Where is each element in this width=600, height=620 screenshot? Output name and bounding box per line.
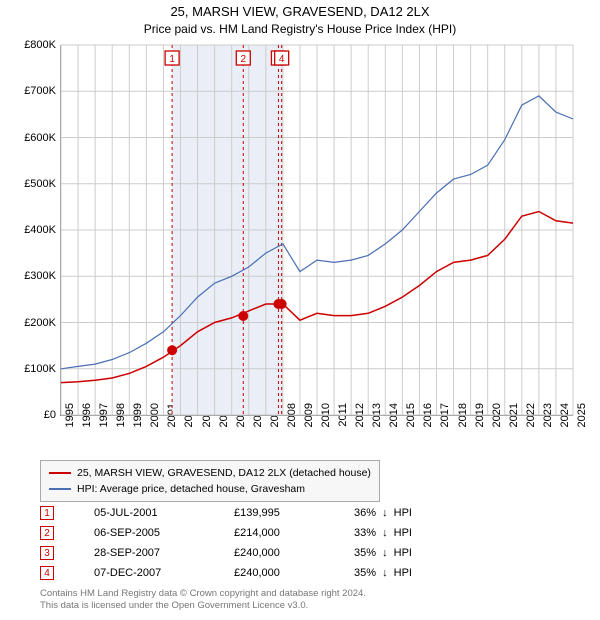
sale-hpi-delta: 35% ↓ HPI [354,547,494,559]
sale-date: 07-DEC-2007 [94,567,234,579]
sale-row: 3 28-SEP-2007£240,00035% ↓ HPI [40,543,560,563]
sale-marker-number: 1 [40,506,54,520]
y-tick-label: £200K [8,317,56,329]
sale-price: £139,995 [234,507,354,519]
legend-item-property: 25, MARSH VIEW, GRAVESEND, DA12 2LX (det… [49,465,371,481]
footer-attribution: Contains HM Land Registry data © Crown c… [40,588,570,612]
x-tick-label: 2025 [576,403,588,453]
arrow-down-icon: ↓ [382,547,388,559]
sale-marker-number: 2 [40,526,54,540]
arrow-down-icon: ↓ [382,527,388,539]
y-tick-label: £500K [8,178,56,190]
sale-date: 05-JUL-2001 [94,507,234,519]
footer-line1: Contains HM Land Registry data © Crown c… [40,588,366,599]
legend: 25, MARSH VIEW, GRAVESEND, DA12 2LX (det… [40,460,380,502]
sale-date: 06-SEP-2005 [94,527,234,539]
sale-hpi-delta: 33% ↓ HPI [354,527,494,539]
legend-label-property: 25, MARSH VIEW, GRAVESEND, DA12 2LX (det… [77,467,371,479]
footer-line2: This data is licensed under the Open Gov… [40,600,308,611]
sale-marker-number: 3 [40,546,54,560]
svg-text:2: 2 [240,54,246,65]
sale-row: 2 06-SEP-2005£214,00033% ↓ HPI [40,523,560,543]
sale-price: £214,000 [234,527,354,539]
legend-item-hpi: HPI: Average price, detached house, Grav… [49,481,371,497]
legend-swatch-hpi [49,488,71,490]
plot-svg: 1234 [61,45,573,415]
sale-price: £240,000 [234,567,354,579]
sales-table: 1 05-JUL-2001£139,99536% ↓ HPI 2 06-SEP-200… [40,503,560,583]
legend-swatch-property [49,472,71,474]
svg-text:4: 4 [279,54,285,65]
sale-price: £240,000 [234,547,354,559]
arrow-down-icon: ↓ [382,507,388,519]
sale-hpi-delta: 36% ↓ HPI [354,507,494,519]
chart-subtitle: Price paid vs. HM Land Registry's House … [0,22,600,36]
sale-date: 28-SEP-2007 [94,547,234,559]
y-tick-label: £400K [8,224,56,236]
y-tick-label: £600K [8,132,56,144]
sale-row: 4 07-DEC-2007£240,00035% ↓ HPI [40,563,560,583]
sale-hpi-delta: 35% ↓ HPI [354,567,494,579]
y-tick-label: £800K [8,39,56,51]
y-tick-label: £300K [8,270,56,282]
svg-text:1: 1 [169,54,175,65]
sale-row: 1 05-JUL-2001£139,99536% ↓ HPI [40,503,560,523]
arrow-down-icon: ↓ [382,567,388,579]
y-tick-label: £100K [8,363,56,375]
y-tick-label: £700K [8,85,56,97]
plot-area: 1234 [60,45,573,416]
chart-container: 25, MARSH VIEW, GRAVESEND, DA12 2LX Pric… [0,0,600,620]
y-tick-label: £0 [8,409,56,421]
legend-label-hpi: HPI: Average price, detached house, Grav… [77,483,305,495]
chart-title-address: 25, MARSH VIEW, GRAVESEND, DA12 2LX [0,4,600,19]
sale-marker-number: 4 [40,566,54,580]
